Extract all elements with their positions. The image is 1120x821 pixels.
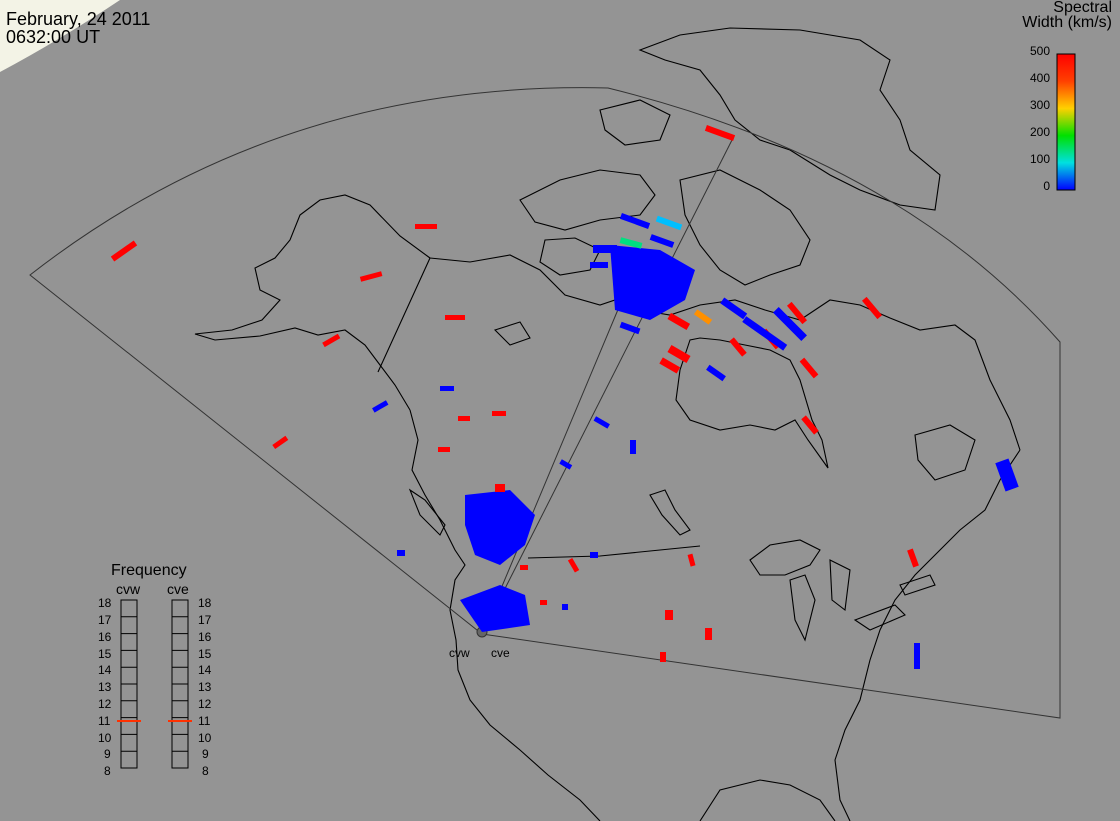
freq-tick: 12 [198,697,212,711]
freq-tick: 15 [198,647,212,661]
terminator-region [0,0,120,72]
freq-tick: 13 [98,680,112,694]
colorbar: 500 400 300 200 100 0 [1030,44,1076,193]
scatter-region-near [460,585,530,632]
freq-tick: 17 [98,613,112,627]
colorbar-tick: 0 [1043,179,1050,193]
freq-tick: 18 [198,596,212,610]
freq-tick: 15 [98,647,112,661]
frequency-title: Frequency [111,562,187,579]
orange-return [693,309,713,325]
freq-tick: 8 [104,764,111,778]
freq-tick: 10 [98,731,112,745]
freq-tick: 11 [198,714,211,728]
site-label-cvw: cvw [449,646,470,660]
freq-tick: 18 [98,596,112,610]
radar-field-of-view [29,87,1061,719]
freq-tick: 13 [198,680,212,694]
freq-tick: 11 [98,714,111,728]
backscatter-returns [110,125,1019,669]
fov-outline [29,87,1061,719]
colorbar-tick: 100 [1030,152,1050,166]
freq-tick: 14 [198,663,212,677]
fov-beam-right [481,139,733,635]
colorbar-title-line1: Spectral [1053,0,1112,16]
red-returns [110,125,919,662]
freq-label-cvw: cvw [116,581,141,597]
colorbar-tick: 400 [1030,71,1050,85]
site-label-cve: cve [491,646,510,660]
date-label: February, 24 2011 [6,9,151,29]
freq-tick: 17 [198,613,212,627]
freq-tick: 10 [198,731,212,745]
cyan-return [655,215,683,231]
colorbar-tick: 300 [1030,98,1050,112]
scatter-region-west [465,490,535,565]
freq-tick: 14 [98,663,112,677]
green-return [619,237,643,249]
blue-returns [372,213,1019,669]
freq-tick: 8 [202,764,209,778]
time-label: 0632:00 UT [6,27,101,47]
scatter-region-north [610,245,695,320]
frequency-panel: Frequency cvw cve 18 17 16 15 14 13 12 1… [98,562,212,778]
freq-tick: 16 [198,630,212,644]
coastlines [194,27,1021,821]
colorbar-gradient [1056,53,1076,191]
colorbar-tick: 200 [1030,125,1050,139]
colorbar-title-line2: Width (km/s) [1022,14,1112,31]
freq-tick: 16 [98,630,112,644]
freq-tick: 9 [104,747,111,761]
colorbar-tick: 500 [1030,44,1050,58]
fov-beam-left [481,299,623,635]
freq-tick: 9 [202,747,209,761]
freq-label-cve: cve [167,581,189,597]
freq-tick: 12 [98,697,112,711]
colorbar-title: Spectral Width (km/s) [1022,0,1112,31]
